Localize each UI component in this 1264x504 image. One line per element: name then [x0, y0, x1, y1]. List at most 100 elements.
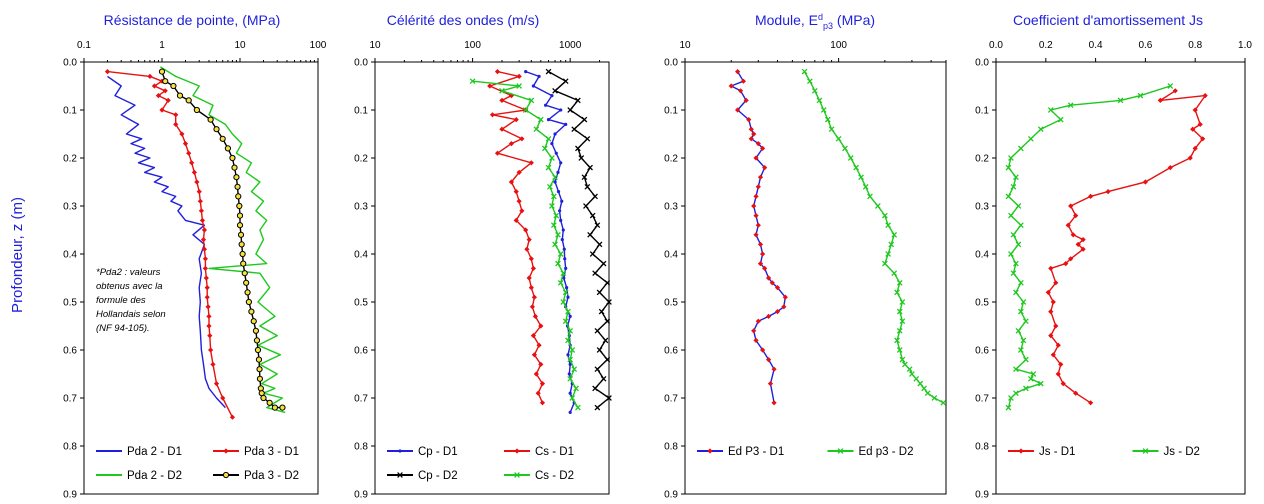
chart2-data-point — [499, 97, 505, 103]
chart1-annotation-line: *Pda2 : valeurs — [96, 267, 161, 278]
chart4-data-point — [1197, 121, 1203, 127]
chart3-data-point — [755, 222, 761, 228]
chart2-data-point — [560, 299, 567, 305]
chart1-legend: Pda 2 - D1 Pda 3 - D1 Pda 2 - D2 Pda 3 - D2 — [96, 446, 299, 482]
chart2-data-point — [567, 372, 571, 376]
chart1-data-point — [224, 145, 232, 152]
chart1-data-point — [158, 68, 166, 75]
chart3-data-point — [888, 241, 895, 248]
chart3-data-point — [769, 280, 775, 286]
chart1-data-point — [162, 88, 168, 94]
chart4-title: Coefficient d'amortissement Js — [1013, 12, 1203, 28]
chart4-data-point — [1073, 213, 1079, 219]
chart4: Coefficient d'amortissement Js 0.0 0.2 0.4 0… — [975, 12, 1252, 501]
chart3-data-point — [755, 184, 761, 190]
chart2-data-point — [568, 362, 572, 366]
chart2-title: Célérité des ondes (m/s) — [387, 12, 540, 28]
chart1-data-point — [236, 212, 244, 219]
chart2-data-point — [568, 391, 572, 395]
chart2-x-tick-label: 1000 — [559, 40, 582, 51]
chart2-data-point — [537, 74, 541, 78]
chart3-data-point — [824, 116, 831, 123]
chart2-data-point — [589, 212, 596, 219]
chart2-series-3 — [545, 68, 612, 411]
chart4-y-tick-label: 0.7 — [975, 394, 989, 405]
chart2-data-point — [469, 78, 476, 85]
chart2-data-point — [569, 347, 576, 353]
chart2-y-tick-label: 0.9 — [354, 490, 368, 501]
chart2-data-point — [539, 400, 546, 406]
chart4-x-tick-label: 0.6 — [1138, 40, 1152, 51]
chart3-series-2 — [801, 68, 947, 406]
chart3-data-point — [909, 371, 915, 377]
chart4-data-point — [1015, 327, 1022, 334]
chart4-data-point — [1157, 97, 1163, 103]
chart2-legend-label: Cs - D2 — [535, 470, 574, 482]
chart3-data-point — [753, 232, 759, 238]
chart1-legend-marker — [222, 471, 230, 479]
chart1-y-tick-label: 0.2 — [63, 154, 77, 165]
chart1-data-point — [238, 241, 245, 248]
chart1-data-point — [159, 107, 165, 113]
chart2-data-point — [508, 141, 515, 147]
chart4-data-point — [1167, 165, 1173, 171]
chart4-y-tick-label: 0.1 — [975, 106, 989, 117]
chart4-data-point — [1028, 135, 1034, 142]
chart1-legend-marker — [223, 448, 229, 454]
chart3-data-point — [781, 304, 787, 310]
chart3-data-point — [899, 356, 906, 363]
chart1-data-point — [185, 97, 192, 104]
chart1-data-point — [252, 327, 260, 334]
chart2-data-point — [575, 145, 581, 152]
chart1-data-point — [229, 154, 236, 162]
chart2-data-point — [563, 257, 567, 261]
chart2-data-point — [499, 126, 505, 132]
chart4-x-tick-label: 0.2 — [1039, 40, 1053, 51]
chart1-annotation-line: Hollandais selon — [96, 309, 166, 320]
chart2-data-point — [526, 275, 532, 281]
chart2-x-tick-label: 100 — [464, 40, 481, 51]
chart2-data-point — [568, 314, 572, 318]
chart2-data-point — [545, 68, 552, 75]
chart2-data-point — [552, 174, 558, 181]
chart3-data-point — [913, 375, 920, 382]
chart2-data-point — [562, 78, 569, 85]
chart4-data-point — [1018, 347, 1024, 353]
chart1-legend-label: Pda 3 - D2 — [244, 470, 299, 482]
chart1-plot-frame — [83, 61, 319, 495]
chart2-data-point — [552, 241, 558, 248]
chart4-data-point — [1167, 83, 1174, 89]
chart2-legend: Cp - D1 Cs - D1 Cp - D2 Cs - D2 — [387, 446, 574, 482]
chart1-title: Résistance de pointe, (MPa) — [104, 12, 281, 28]
chart2-data-point — [565, 337, 571, 344]
chart1-data-point — [200, 237, 207, 243]
chart2-data-point — [519, 136, 525, 142]
chart4-data-point — [1067, 102, 1074, 109]
chart2-series-line — [525, 70, 575, 413]
chart2-data-point — [494, 150, 501, 156]
chart1-y-tick-label: 0.0 — [63, 58, 77, 69]
chart2-data-point — [528, 285, 534, 291]
chart4-data-point — [1048, 309, 1054, 315]
chart2-data-point — [594, 327, 601, 334]
chart3-data-point — [931, 395, 938, 401]
chart4-data-point — [1058, 361, 1064, 367]
chart3-data-point — [771, 400, 777, 406]
chart1-series-line — [159, 66, 286, 414]
chart4-data-point — [1008, 251, 1014, 257]
chart3-title: Module, Edp3 (MPa) — [755, 12, 875, 31]
chart3-data-point — [858, 174, 864, 181]
chart1-annotation-line: formule des — [96, 295, 146, 306]
chart2-data-point — [566, 295, 570, 299]
chart2-data-point — [566, 353, 570, 357]
chart2-data-point — [553, 132, 557, 136]
chart1-x-tick-label: 0.1 — [77, 40, 91, 51]
chart2-data-point — [562, 318, 569, 325]
chart2-data-point — [533, 371, 539, 377]
chart3-legend-label: Ed p3 - D2 — [859, 446, 914, 458]
chart2-data-point — [528, 256, 534, 262]
chart2-data-point — [583, 203, 589, 209]
chart3-data-point — [753, 193, 759, 199]
chart1-data-point — [219, 135, 226, 142]
chart2-y-tick-label: 0.0 — [354, 58, 368, 69]
